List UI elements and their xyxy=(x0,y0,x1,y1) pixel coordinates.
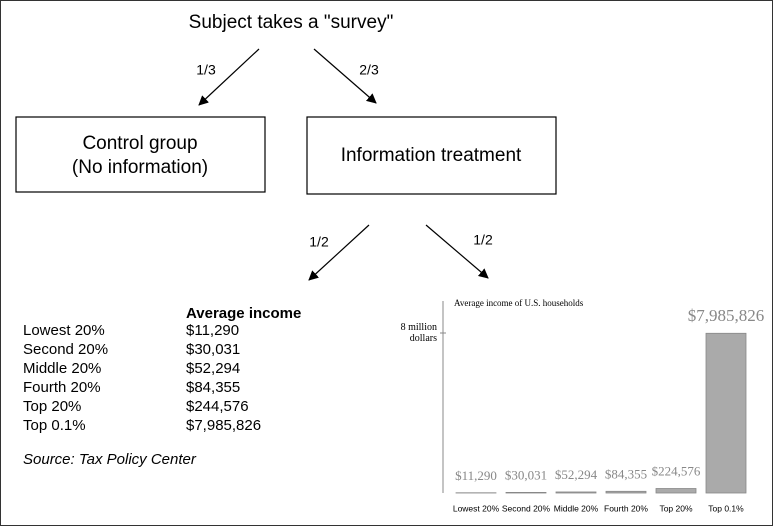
node-label: (No information) xyxy=(72,157,208,178)
value-label: $224,576 xyxy=(652,463,701,478)
row-label: Lowest 20% xyxy=(23,322,105,339)
row-value: $7,985,826 xyxy=(186,417,261,434)
bar xyxy=(605,490,647,494)
x-tick-label: Top 20% xyxy=(659,503,693,513)
node-box xyxy=(15,116,266,193)
y-tick-label: 8 million dollars xyxy=(400,322,437,344)
x-tick-label: Second 20% xyxy=(502,503,551,513)
arrow xyxy=(313,48,377,104)
row-label: Top 20% xyxy=(23,398,81,415)
x-tick-label: Lowest 20% xyxy=(453,503,500,513)
table-header: Average income xyxy=(186,305,301,322)
row-value: $244,576 xyxy=(186,398,249,415)
value-label: $84,355 xyxy=(605,466,647,481)
arrow xyxy=(425,224,489,279)
x-tick-label: Fourth 20% xyxy=(604,503,648,513)
value-label: $11,290 xyxy=(455,468,497,483)
row-label: Second 20% xyxy=(23,341,108,358)
arrow xyxy=(198,48,260,106)
chart-title: Average income of U.S. households xyxy=(454,298,584,308)
arrow xyxy=(308,224,370,281)
edge-label: 1/3 xyxy=(196,62,216,78)
row-label: Middle 20% xyxy=(23,360,101,377)
edge-label: 2/3 xyxy=(359,62,379,78)
bar xyxy=(555,491,597,494)
edge-label: 1/2 xyxy=(309,234,329,250)
row-value: $11,290 xyxy=(186,322,239,339)
row-value: $30,031 xyxy=(186,341,240,358)
node-label: Control group xyxy=(82,133,197,154)
row-value: $52,294 xyxy=(186,360,240,377)
value-label: $30,031 xyxy=(505,467,547,482)
value-label: $52,294 xyxy=(555,467,598,482)
x-tick-label: Top 0.1% xyxy=(708,503,744,513)
bar xyxy=(705,332,747,494)
row-label: Fourth 20% xyxy=(23,379,101,396)
table-source: Source: Tax Policy Center xyxy=(23,451,197,468)
bar xyxy=(505,491,547,494)
edge-label: 1/2 xyxy=(473,232,493,248)
row-value: $84,355 xyxy=(186,379,240,396)
node-label: Information treatment xyxy=(341,145,522,166)
bar xyxy=(655,488,697,494)
value-label: $7,985,826 xyxy=(688,306,765,325)
row-label: Top 0.1% xyxy=(23,417,86,434)
diagram-title: Subject takes a "survey" xyxy=(189,12,394,33)
x-tick-label: Middle 20% xyxy=(554,503,599,513)
node-box xyxy=(306,116,557,195)
